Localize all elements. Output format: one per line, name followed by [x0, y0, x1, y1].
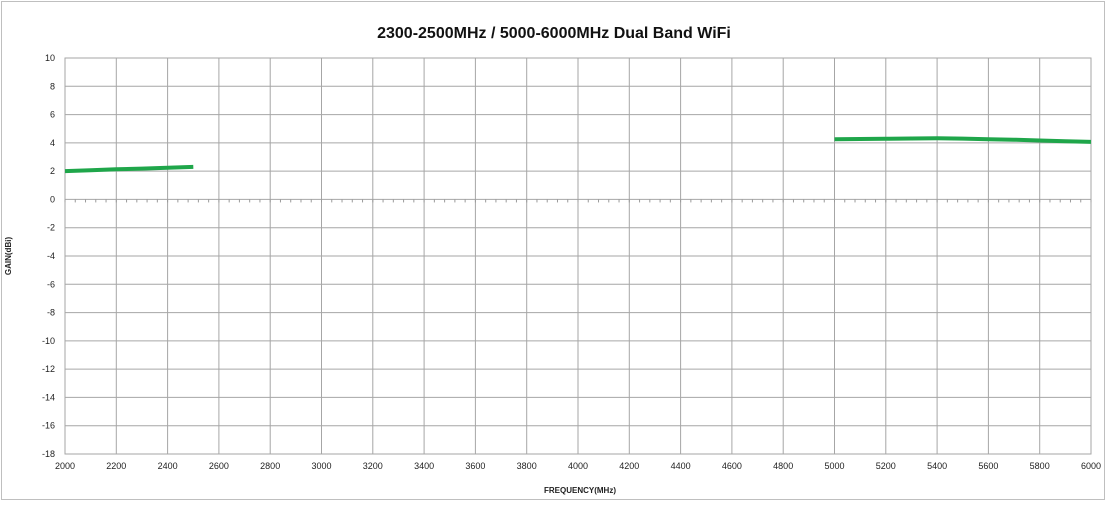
x-tick-label: 3800 — [517, 461, 537, 471]
y-tick-label: -2 — [47, 223, 55, 233]
y-tick-label: 4 — [50, 138, 55, 148]
x-tick-label: 5000 — [824, 461, 844, 471]
gain-series-line — [834, 136, 1092, 144]
y-tick-label: -8 — [47, 308, 55, 318]
y-tick-label: -10 — [42, 336, 55, 346]
x-axis-title: FREQUENCY(MHz) — [544, 486, 616, 495]
x-tick-label: 3600 — [465, 461, 485, 471]
x-tick-label: 3200 — [363, 461, 383, 471]
series-layer — [64, 136, 1092, 174]
grid — [64, 57, 1092, 455]
x-tick-label: 4000 — [568, 461, 588, 471]
x-tick-label: 6000 — [1081, 461, 1101, 471]
x-tick-label: 2600 — [209, 461, 229, 471]
y-tick-label: -4 — [47, 251, 55, 261]
y-tick-label: -14 — [42, 392, 55, 402]
x-tick-label: 4600 — [722, 461, 742, 471]
x-tick-label: 4400 — [671, 461, 691, 471]
y-tick-label: 2 — [50, 166, 55, 176]
x-tick-label: 2400 — [158, 461, 178, 471]
y-tick-label: 6 — [50, 110, 55, 120]
x-tick-label: 3400 — [414, 461, 434, 471]
y-tick-label: 10 — [45, 53, 55, 63]
x-tick-label: 5800 — [1030, 461, 1050, 471]
x-tick-label: 4800 — [773, 461, 793, 471]
x-tick-label: 2800 — [260, 461, 280, 471]
x-tick-label: 5600 — [978, 461, 998, 471]
tick-labels: 2000 2200 2400 2600 2800 3000 3200 3400 3600 3800… — [42, 53, 1101, 471]
x-tick-label: 2200 — [106, 461, 126, 471]
y-tick-label: 0 — [50, 194, 55, 204]
gain-series-line — [64, 164, 194, 174]
x-tick-label: 2000 — [55, 461, 75, 471]
x-tick-label: 3000 — [311, 461, 331, 471]
x-tick-label: 4200 — [619, 461, 639, 471]
x-tick-label: 5200 — [876, 461, 896, 471]
chart-title: 2300-2500MHz / 5000-6000MHz Dual Band Wi… — [377, 25, 731, 42]
y-tick-label: -16 — [42, 421, 55, 431]
y-tick-label: -12 — [42, 364, 55, 374]
y-tick-label: 8 — [50, 81, 55, 91]
y-tick-label: -18 — [42, 449, 55, 459]
x-tick-label: 5400 — [927, 461, 947, 471]
y-tick-label: -6 — [47, 279, 55, 289]
y-axis-title: GAIN(dBi) — [4, 237, 13, 276]
